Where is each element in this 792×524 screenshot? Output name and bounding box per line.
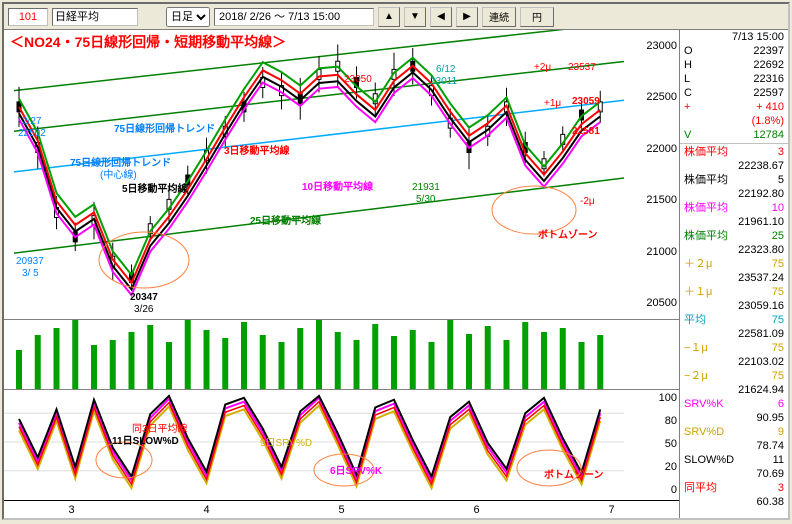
chart-label: 5/30 (416, 194, 435, 205)
x-axis: 3 4 5 6 7 (4, 500, 679, 518)
chart-label: 21931 (412, 182, 440, 193)
chart-label: 3/26 (134, 304, 153, 315)
indicator-value-row: 60.38 (680, 495, 788, 509)
toolbar: 101 日経平均 日足 2018/ 2/26 〜 7/13 15:00 ▲ ▼ … (4, 4, 788, 30)
indicator-label-row: SLOW%D11 (680, 453, 788, 467)
code-input[interactable]: 101 (8, 8, 48, 26)
up-button[interactable]: ▲ (378, 7, 400, 27)
vol-value: 12784 (753, 128, 784, 142)
indicator-value-row: 78.74 (680, 439, 788, 453)
chart-label: 2/27 (22, 116, 41, 127)
chart-label: 23059 (572, 96, 600, 107)
indicator-label-row: ＋１μ75 (680, 285, 788, 299)
x-tick: 6 (473, 504, 479, 516)
x-tick: 7 (608, 504, 614, 516)
timeframe-select[interactable]: 日足 (166, 7, 210, 27)
cont-button[interactable]: 連続 (482, 7, 516, 27)
chart-label: +1μ (544, 98, 561, 109)
indicator-label-row: −１μ75 (680, 341, 788, 355)
chart-label: 20347 (130, 292, 158, 303)
indicator-label-row: SRV%K6 (680, 397, 788, 411)
indicator-label-row: 株価平均10 (680, 201, 788, 215)
chart-label: 25日移動平均線 (250, 212, 321, 227)
app-frame: 101 日経平均 日足 2018/ 2/26 〜 7/13 15:00 ▲ ▼ … (2, 2, 790, 520)
price-chart: ＜NO24・75日線形回帰・短期移動平均線＞ 2/272250275日線形回帰ト… (4, 30, 679, 320)
indicator-label-row: 株価平均25 (680, 229, 788, 243)
yen-button[interactable]: 円 (520, 7, 554, 27)
chart-label: 20937 (16, 256, 44, 267)
indicator-value-row: 23537.24 (680, 271, 788, 285)
vol-label: V (684, 128, 691, 142)
chart-label: 3日移動平均線 (224, 142, 290, 157)
data-panel: 7/13 15:00 O22397H22692L22316C22597 ++ 4… (680, 30, 788, 518)
date-range[interactable]: 2018/ 2/26 〜 7/13 15:00 (214, 8, 374, 26)
indicator-value-row: 21624.94 (680, 383, 788, 397)
indicator-label-row: 株価平均3 (680, 145, 788, 159)
x-tick: 4 (203, 504, 209, 516)
chart-label: 75日線形回帰トレンド (114, 120, 215, 135)
chart-label: 5日移動平均線 (122, 180, 188, 195)
right-button[interactable]: ▶ (456, 7, 478, 27)
osc-label: ボトムゾーン (544, 466, 604, 481)
main-area: ＜NO24・75日線形回帰・短期移動平均線＞ 2/272250275日線形回帰ト… (4, 30, 788, 518)
chart-label: -2μ (580, 196, 595, 207)
chart-label: 23537 (568, 62, 596, 73)
chart-label: 22502 (18, 128, 46, 139)
change-pts: + 410 (756, 100, 784, 114)
chart-label: 3/ 5 (22, 268, 39, 279)
volume-svg (4, 320, 679, 389)
chart-label: (中心線) (100, 166, 137, 181)
chart-label: 10日移動平均線 (302, 178, 373, 193)
ohlc-row: L22316 (680, 72, 788, 86)
chart-label: ボトムゾーン (538, 226, 598, 241)
indicator-value-row: 90.95 (680, 411, 788, 425)
chart-label: 23050 (344, 74, 372, 85)
osc-label: 11日SLOW%D (112, 432, 179, 447)
indicator-value-row: 22581.09 (680, 327, 788, 341)
indicator-label-row: SRV%D9 (680, 425, 788, 439)
indicator-value-row: 22103.02 (680, 355, 788, 369)
indicator-value-row: 70.69 (680, 467, 788, 481)
change-pct: (1.8%) (752, 114, 784, 128)
indicator-label-row: 平均75 (680, 313, 788, 327)
osc-label: 9日SRV%D (260, 434, 312, 449)
symbol-name: 日経平均 (52, 8, 138, 26)
indicator-label-row: 株価平均5 (680, 173, 788, 187)
chart-label: 6/12 (436, 64, 455, 75)
indicator-value-row: 22238.67 (680, 159, 788, 173)
osc-label: 6日SRV%K (330, 462, 382, 477)
indicator-label-row: 同平均3 (680, 481, 788, 495)
price-y-axis: 230002250022000215002100020500 (646, 40, 677, 309)
indicator-value-row: 22192.80 (680, 187, 788, 201)
osc-y-axis: 1008050200 (659, 392, 677, 496)
ohlc-row: C22597 (680, 86, 788, 100)
chart-label: +2μ (534, 62, 551, 73)
osc-svg (4, 390, 679, 498)
chart-label: 22581 (572, 126, 600, 137)
volume-chart (4, 320, 679, 390)
left-button[interactable]: ◀ (430, 7, 452, 27)
down-button[interactable]: ▼ (404, 7, 426, 27)
chart-area: ＜NO24・75日線形回帰・短期移動平均線＞ 2/272250275日線形回帰ト… (4, 30, 680, 518)
indicator-label-row: ＋２μ75 (680, 257, 788, 271)
oscillator-chart: 同3日平均線11日SLOW%D9日SRV%D6日SRV%Kボトムゾーン 1008… (4, 390, 679, 498)
ohlc-row: H22692 (680, 58, 788, 72)
ohlc-row: O22397 (680, 44, 788, 58)
indicator-label-row: −２μ75 (680, 369, 788, 383)
panel-date: 7/13 15:00 (680, 30, 788, 44)
x-tick: 5 (338, 504, 344, 516)
indicator-value-row: 22323.80 (680, 243, 788, 257)
indicator-value-row: 23059.16 (680, 299, 788, 313)
chart-label: 23011 (430, 76, 457, 87)
x-tick: 3 (68, 504, 74, 516)
indicator-value-row: 21961.10 (680, 215, 788, 229)
